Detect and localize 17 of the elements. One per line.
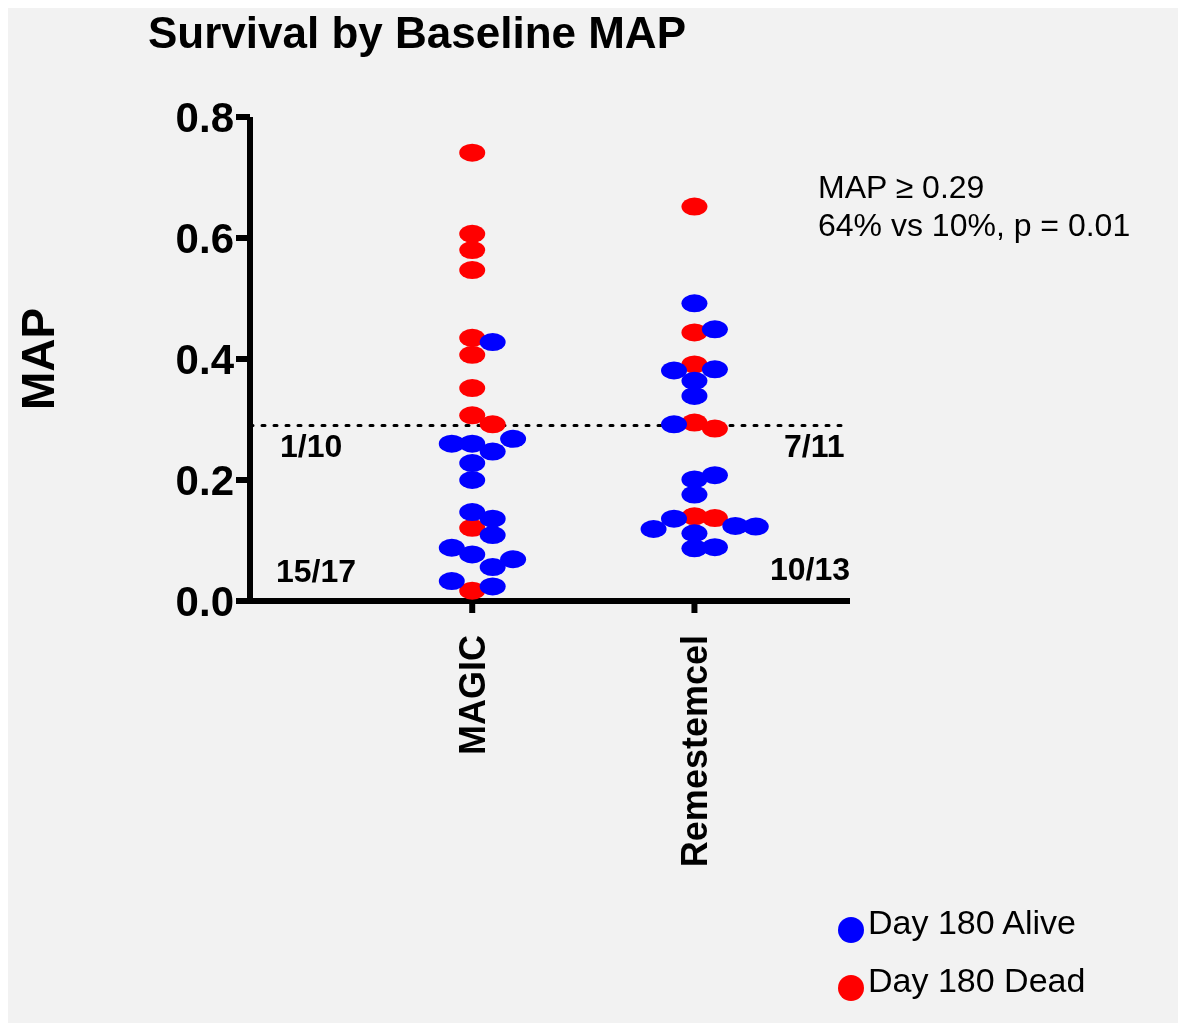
legend-label: Day 180 Alive <box>868 903 1076 941</box>
x-tick-label: Remestemcel <box>673 635 715 868</box>
y-tick-label: 0.2 <box>175 456 234 504</box>
annotation: 10/13 <box>770 551 851 588</box>
y-tick-label: 0.8 <box>175 93 234 141</box>
annotation: 7/11 <box>784 428 845 465</box>
y-tick-label: 0.0 <box>175 577 234 625</box>
annotation: 64% vs 10%, p = 0.01 <box>818 206 1131 244</box>
annotation: 1/10 <box>280 428 343 465</box>
y-tick-label: 0.4 <box>175 335 235 383</box>
x-tick-label: MAGIC <box>451 635 493 755</box>
chart-title: Survival by Baseline MAP <box>147 8 687 58</box>
annotation: 15/17 <box>276 553 357 590</box>
y-tick-label: 0.6 <box>175 214 234 262</box>
y-axis-title: MAP <box>12 307 65 411</box>
legend-label: Day 180 Dead <box>868 961 1086 999</box>
annotation: MAP ≥ 0.29 <box>818 168 986 206</box>
